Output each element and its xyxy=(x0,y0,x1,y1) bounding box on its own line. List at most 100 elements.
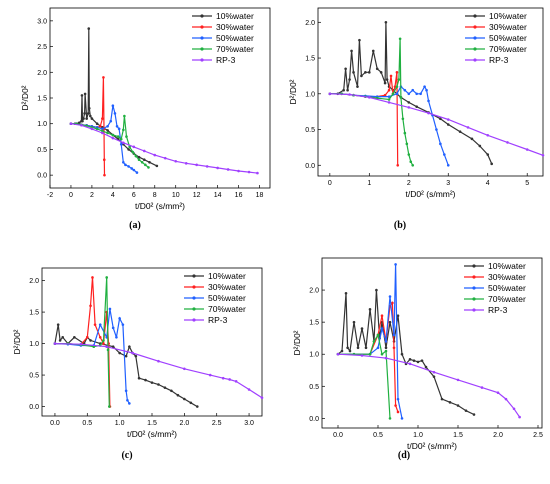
data-point xyxy=(119,142,123,146)
data-point xyxy=(399,96,403,99)
legend-label: RP-3 xyxy=(488,305,508,315)
legend-label: 50%water xyxy=(489,33,527,43)
series-line-RP-3 xyxy=(337,353,521,418)
data-point xyxy=(153,153,157,157)
data-point xyxy=(78,121,81,124)
y-tick-label: 0.5 xyxy=(37,147,47,154)
y-tick-label: 0.0 xyxy=(305,163,315,170)
data-point xyxy=(95,127,99,131)
legend-label: RP-3 xyxy=(489,55,509,65)
data-point xyxy=(388,417,392,420)
data-point xyxy=(205,165,209,168)
data-point xyxy=(132,168,136,172)
data-point xyxy=(184,162,188,165)
data-point xyxy=(439,117,442,121)
data-point xyxy=(163,386,167,389)
y-tick-label: 2.0 xyxy=(305,20,315,27)
data-point xyxy=(416,360,420,364)
series-line-30%water xyxy=(329,72,399,166)
legend-label: 10%water xyxy=(488,261,526,271)
legend-marker xyxy=(200,36,204,40)
x-tick-label: 2 xyxy=(407,180,411,187)
panel-caption: (c) xyxy=(121,450,132,461)
data-point xyxy=(83,112,86,115)
data-point xyxy=(111,326,115,330)
data-point xyxy=(518,415,521,419)
x-tick-label: 6 xyxy=(132,192,136,199)
data-point xyxy=(392,333,396,337)
data-point xyxy=(376,346,380,350)
data-point xyxy=(396,314,400,318)
data-point xyxy=(111,133,115,137)
data-point xyxy=(360,327,364,330)
data-point xyxy=(131,351,134,355)
data-point xyxy=(350,49,353,53)
data-point xyxy=(124,354,128,358)
legend-label: RP-3 xyxy=(208,315,228,325)
x-tick-label: 1.5 xyxy=(147,420,157,427)
data-point xyxy=(435,128,438,131)
data-point xyxy=(395,85,399,88)
data-point xyxy=(478,144,482,148)
data-point xyxy=(412,359,416,362)
data-point xyxy=(148,160,151,164)
data-point xyxy=(216,166,219,170)
data-point xyxy=(137,158,141,162)
legend-label: 10%water xyxy=(208,271,246,281)
legend-marker xyxy=(473,36,477,40)
legend-label: 50%water xyxy=(216,33,254,43)
x-axis-label: t/D0² (s/mm²) xyxy=(127,429,177,439)
legend-marker xyxy=(473,14,477,18)
data-point xyxy=(106,124,109,128)
data-point xyxy=(87,106,91,110)
legend-label: 70%water xyxy=(489,44,527,54)
data-point xyxy=(247,388,251,391)
data-point xyxy=(388,295,392,298)
y-axis-label: D²/D0² xyxy=(288,79,298,104)
y-tick-label: 0.0 xyxy=(29,404,39,411)
data-point xyxy=(486,133,490,137)
data-point xyxy=(102,342,105,345)
series-line-RP-3 xyxy=(54,343,263,399)
legend-marker xyxy=(473,47,477,51)
data-point xyxy=(119,137,123,141)
y-tick-label: 1.5 xyxy=(37,96,47,103)
x-tick-label: 0.0 xyxy=(50,420,60,427)
data-point xyxy=(102,76,105,79)
data-point xyxy=(135,171,139,174)
data-point xyxy=(409,160,413,164)
data-point xyxy=(446,163,450,167)
legend-marker xyxy=(473,25,477,29)
data-point xyxy=(134,154,138,158)
data-point xyxy=(427,99,430,103)
data-point xyxy=(375,67,379,71)
data-point xyxy=(183,397,186,401)
data-point xyxy=(348,349,352,353)
data-point xyxy=(456,404,460,407)
data-point xyxy=(117,127,121,131)
data-point xyxy=(394,404,397,407)
legend-marker xyxy=(472,297,476,301)
x-tick-label: 5 xyxy=(525,180,529,187)
x-axis-label: t/D0² (s/mm²) xyxy=(405,189,455,199)
y-tick-label: 1.5 xyxy=(309,320,319,327)
data-point xyxy=(396,163,400,167)
data-point xyxy=(423,85,426,88)
x-tick-label: 1.0 xyxy=(413,432,423,439)
data-point xyxy=(360,354,364,357)
data-point xyxy=(105,276,109,279)
data-point xyxy=(344,291,348,295)
data-point xyxy=(415,105,418,108)
data-point xyxy=(506,141,509,144)
legend-label: RP-3 xyxy=(216,55,236,65)
data-point xyxy=(237,169,240,173)
data-point xyxy=(395,92,399,96)
data-point xyxy=(472,413,476,416)
x-tick-label: 4 xyxy=(486,180,490,187)
data-point xyxy=(79,342,83,346)
series-line-70%water xyxy=(338,333,391,419)
data-point xyxy=(425,88,428,92)
data-point xyxy=(80,94,84,97)
data-point xyxy=(115,124,119,128)
data-point xyxy=(396,397,400,401)
